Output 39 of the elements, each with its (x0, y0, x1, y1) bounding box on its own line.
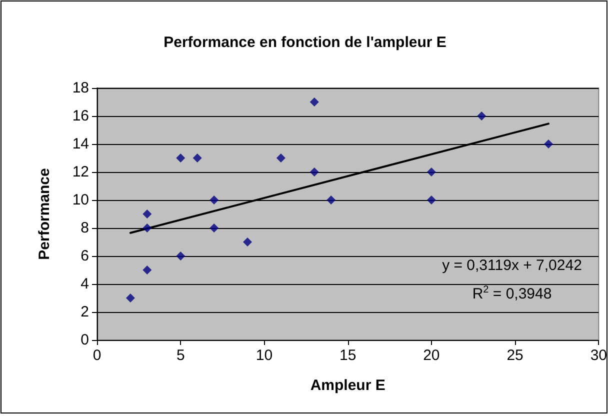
point (276, 154, 286, 162)
point (310, 168, 319, 176)
point (192, 154, 202, 162)
x-tick-label: 15 (339, 347, 356, 364)
annotation: y = 0,3119x + 7,0242 (442, 257, 582, 274)
y-axis-title: Performance (36, 168, 53, 260)
point (142, 224, 152, 232)
y-tick-label: 4 (80, 276, 89, 292)
point (210, 224, 219, 232)
point (176, 252, 186, 260)
y-tick-label: 14 (72, 136, 89, 152)
x-tick-label: 20 (423, 347, 440, 364)
point (126, 294, 135, 302)
x-tick-label: 30 (590, 347, 607, 364)
x-tick-label: 25 (506, 347, 524, 364)
x-tick-label: 0 (92, 347, 102, 364)
y-tick-label: 10 (72, 192, 89, 208)
y-tick-label: 8 (80, 220, 89, 236)
y-tick-label: 2 (80, 304, 89, 320)
point (142, 266, 152, 274)
point (426, 168, 436, 176)
y-tick-label: 18 (72, 80, 89, 96)
y-tick-label: 0 (80, 332, 89, 348)
y-tick-label: 12 (72, 164, 89, 180)
y-tick-label: 16 (72, 108, 89, 124)
point (477, 112, 486, 120)
point (142, 210, 152, 218)
x-axis-title: Ampleur E (310, 377, 386, 394)
x-tick-label: 5 (176, 347, 185, 364)
point (310, 98, 319, 106)
point (242, 238, 252, 246)
chart-title: Performance en fonction de l'ampleur E (164, 34, 446, 51)
x-tick-label: 10 (256, 347, 273, 364)
point (426, 196, 436, 204)
point (326, 196, 336, 204)
y-tick-label: 6 (80, 248, 89, 264)
point (176, 154, 186, 162)
point (544, 140, 553, 148)
point (210, 196, 219, 204)
